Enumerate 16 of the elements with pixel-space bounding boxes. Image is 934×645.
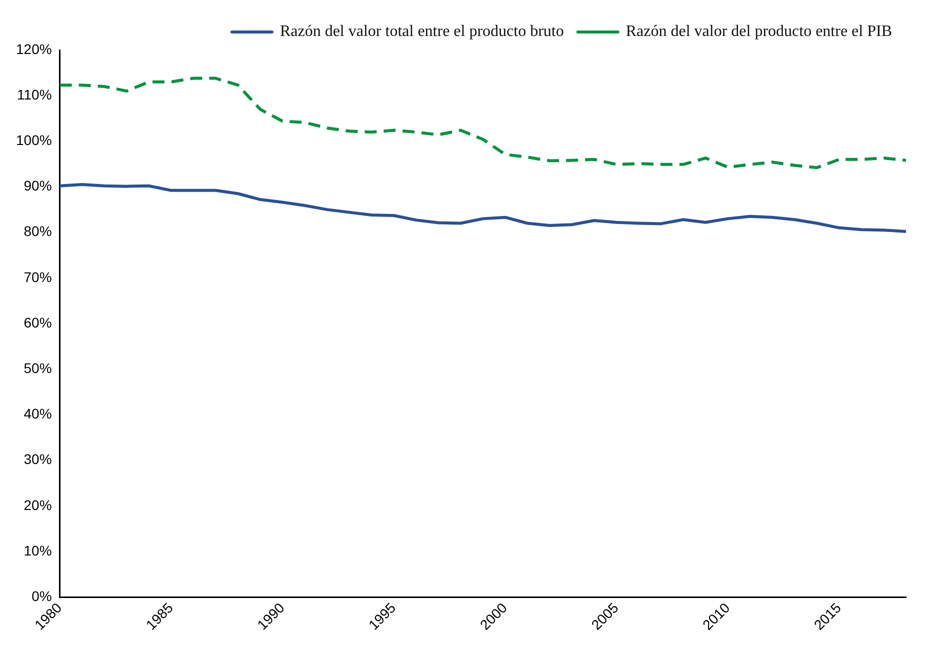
y-tick-label: 0% [32, 588, 52, 604]
y-tick-label: 40% [24, 406, 52, 422]
y-tick-label: 60% [24, 314, 52, 330]
y-tick-label: 20% [24, 496, 52, 513]
y-tick-label: 70% [24, 268, 52, 285]
y-tick-label: 50% [24, 360, 52, 376]
legend-label: Razón del valor del producto entre el PIB [626, 23, 892, 40]
y-tick-label: 30% [24, 451, 52, 468]
line-series [60, 76, 906, 170]
legend-label: Razón del valor total entre el producto bruto [280, 23, 564, 40]
y-tick-label: 10% [24, 542, 52, 558]
y-tick-label: 120% [16, 40, 52, 57]
y-tick-label: 90% [24, 178, 52, 194]
y-tick-label: 110% [17, 86, 52, 102]
y-tick-label: 100% [16, 132, 52, 148]
y-tick-label: 80% [24, 223, 52, 240]
